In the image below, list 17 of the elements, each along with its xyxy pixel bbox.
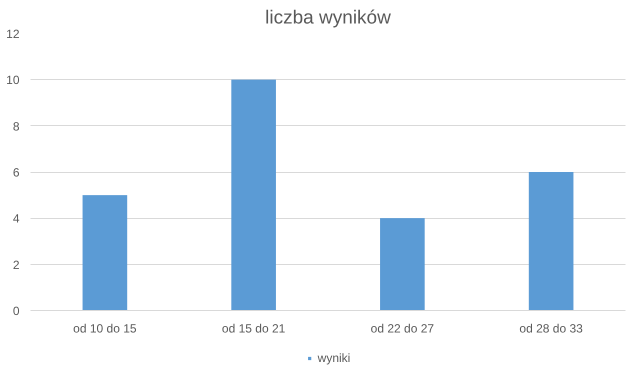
x-tick-label: od 10 do 15 (73, 322, 137, 336)
y-tick-label: 2 (12, 258, 20, 272)
bar (231, 80, 276, 310)
bar (82, 195, 128, 310)
x-tick-label: od 15 do 21 (222, 322, 286, 336)
chart-title: liczba wyników (265, 8, 392, 28)
y-tick-label: 0 (12, 304, 20, 318)
y-tick-label: 10 (6, 73, 20, 88)
y-tick-label: 12 (6, 27, 20, 41)
y-tick-label: 6 (12, 166, 20, 180)
y-tick-label: 4 (12, 212, 20, 226)
bar (380, 218, 425, 310)
y-tick-label: 8 (12, 119, 20, 134)
x-tick-label: od 22 do 27 (370, 322, 434, 336)
bar (528, 172, 574, 310)
legend-label: wyniki (318, 351, 350, 365)
x-tick-label: od 28 do 33 (519, 322, 584, 336)
